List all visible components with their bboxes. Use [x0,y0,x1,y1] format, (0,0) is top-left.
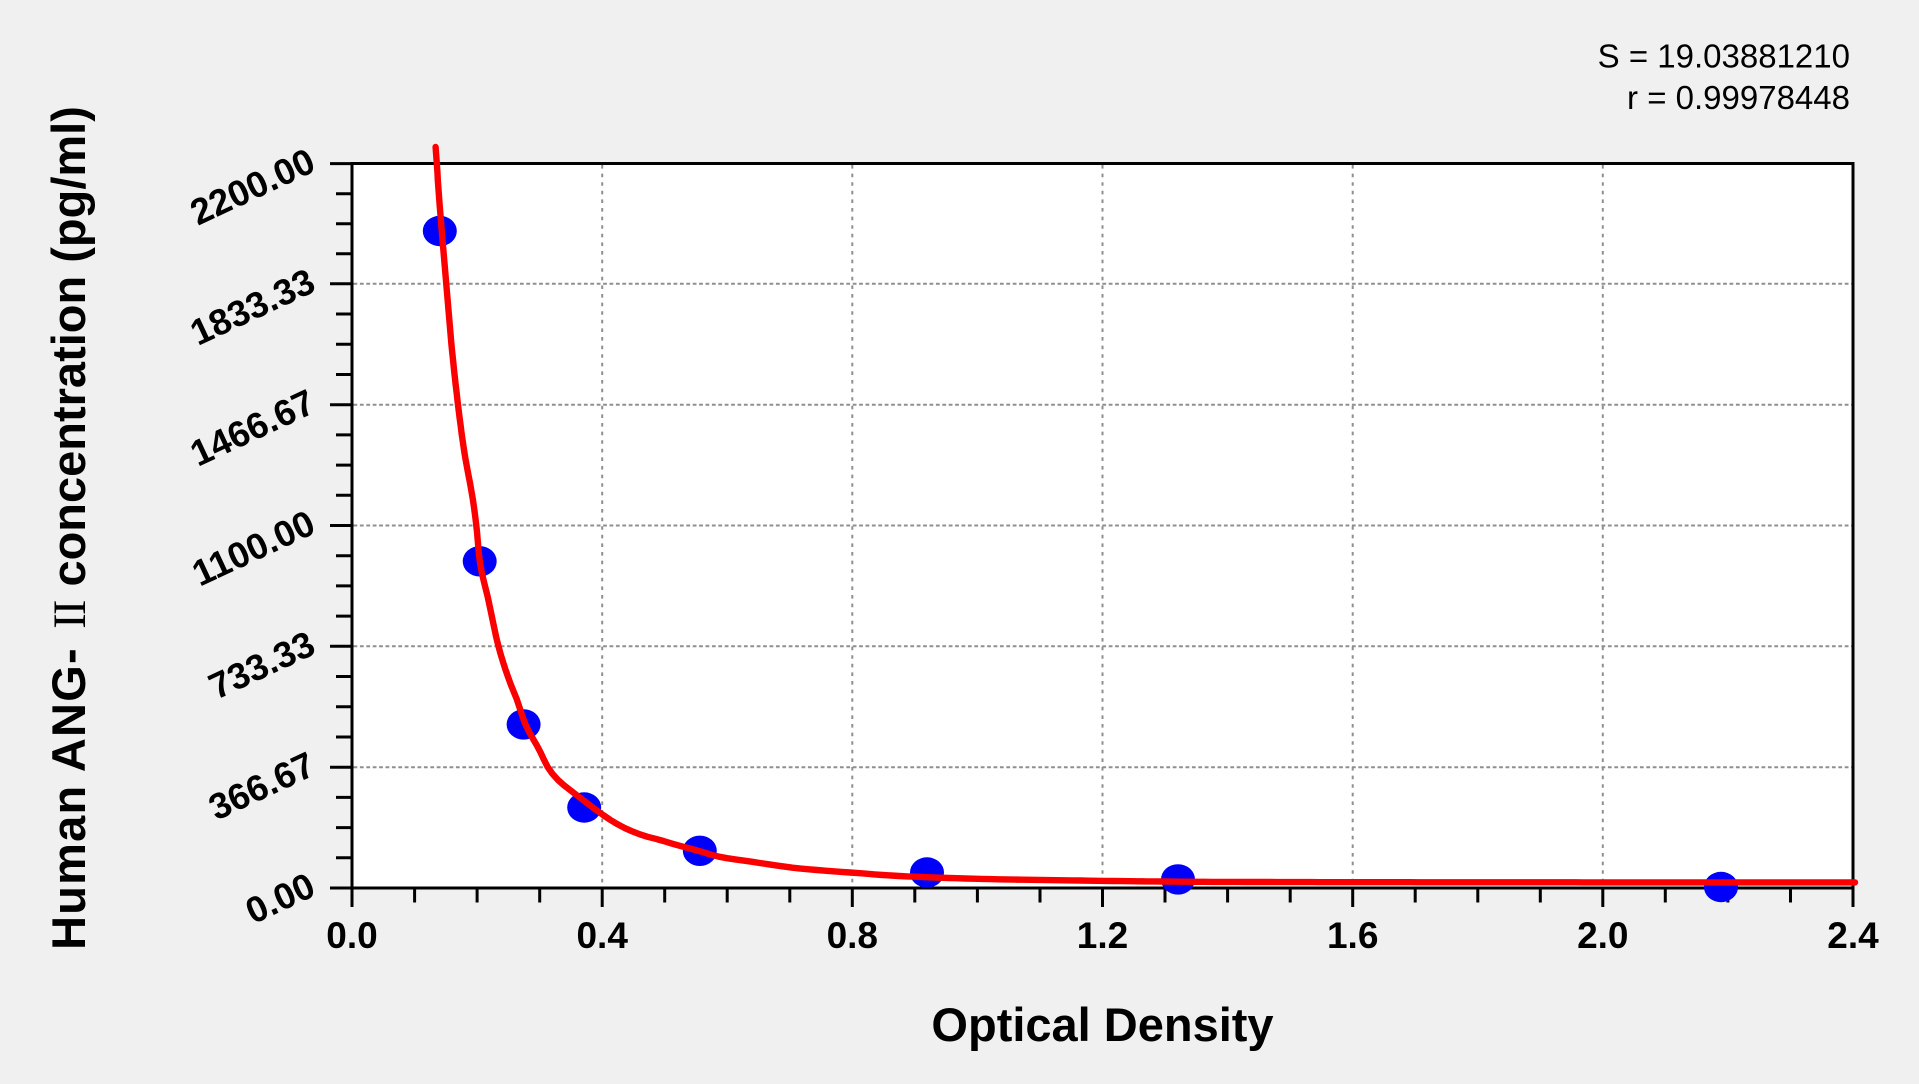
svg-text:r = 0.99978448: r = 0.99978448 [1627,79,1850,116]
svg-text:0.4: 0.4 [576,915,628,956]
svg-text:2.0: 2.0 [1577,915,1628,956]
svg-text:1.2: 1.2 [1077,915,1128,956]
svg-text:2.4: 2.4 [1827,915,1879,956]
svg-text:1.6: 1.6 [1327,915,1378,956]
svg-text:S = 19.03881210: S = 19.03881210 [1598,38,1850,75]
svg-text:Human ANG- II concentration (p: Human ANG- II concentration (pg/ml) [42,106,96,950]
svg-text:0.0: 0.0 [326,915,377,956]
svg-text:0.8: 0.8 [827,915,878,956]
svg-text:Optical Density: Optical Density [931,998,1273,1051]
